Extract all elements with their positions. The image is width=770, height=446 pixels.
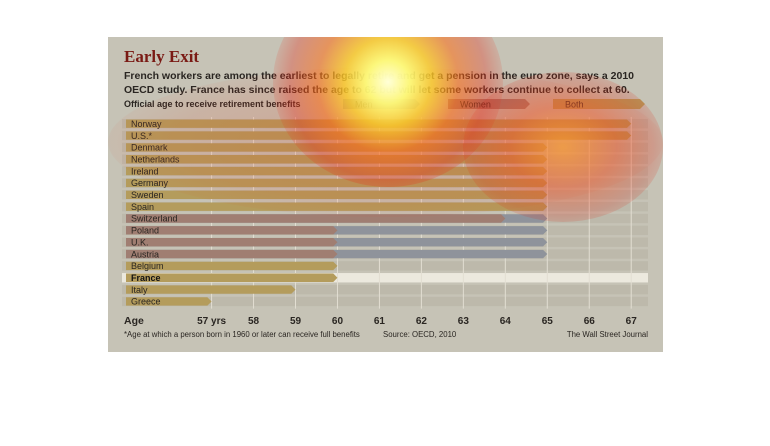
- category-label-germany: Germany: [131, 178, 169, 188]
- row-band-france: [122, 273, 648, 283]
- x-tick-label-57: 57 yrs: [197, 316, 226, 327]
- x-tick-label-64: 64: [500, 316, 512, 327]
- legend-label-both: Both: [565, 100, 584, 110]
- category-label-ireland: Ireland: [131, 166, 159, 176]
- category-label-italy: Italy: [131, 285, 148, 295]
- footnote: *Age at which a person born in 1960 or l…: [124, 330, 360, 339]
- bar-both-italy: [126, 285, 296, 294]
- bar-women-austria: [126, 249, 338, 259]
- category-label-denmark: Denmark: [131, 143, 168, 153]
- chart-title: Early Exit: [124, 47, 199, 66]
- category-label-netherlands: Netherlands: [131, 154, 180, 164]
- chart-subtitle-line-2: OECD study. France has since raised the …: [124, 84, 630, 96]
- category-label-france: France: [131, 273, 161, 283]
- chart-svg: Early Exit French workers are among the …: [122, 47, 648, 339]
- credit-note: The Wall Street Journal: [567, 330, 648, 339]
- category-label-greece: Greece: [131, 297, 161, 307]
- row-band-belgium: [122, 261, 648, 271]
- bar-both-greece: [126, 297, 212, 306]
- x-tick-labels: 57 yrs 58 59 60 61 62 63 64 65 66 67: [197, 316, 637, 327]
- category-label-u-s: U.S.*: [131, 131, 153, 141]
- bar-both-denmark: [126, 143, 548, 152]
- bar-both-germany: [126, 178, 548, 188]
- bar-both-france: [126, 273, 338, 282]
- x-tick-label-58: 58: [248, 316, 260, 327]
- x-tick-label-59: 59: [290, 316, 302, 327]
- legend: Men Women Both: [343, 99, 645, 110]
- legend-label-men: Men: [355, 100, 373, 110]
- x-tick-label-63: 63: [458, 316, 470, 327]
- category-label-sweden: Sweden: [131, 190, 164, 200]
- chart-card: Early Exit French workers are among the …: [108, 37, 663, 352]
- x-tick-label-62: 62: [416, 316, 428, 327]
- x-tick-label-67: 67: [626, 316, 638, 327]
- x-tick-label-61: 61: [374, 316, 386, 327]
- bar-both-u-s: [126, 131, 632, 140]
- source-note: Source: OECD, 2010: [383, 330, 457, 339]
- x-axis-label: Age: [124, 315, 144, 327]
- category-label-poland: Poland: [131, 226, 159, 236]
- category-label-belgium: Belgium: [131, 261, 164, 271]
- legend-caption: Official age to receive retirement benef…: [124, 99, 301, 109]
- bar-both-netherlands: [126, 155, 548, 164]
- bar-women-switzerland: [126, 214, 506, 223]
- category-label-u-k: U.K.: [131, 237, 149, 247]
- row-band-italy: [122, 284, 648, 295]
- x-tick-label-65: 65: [542, 316, 554, 327]
- x-tick-label-60: 60: [332, 316, 344, 327]
- bar-both-norway: [126, 119, 632, 128]
- bar-both-belgium: [126, 261, 338, 271]
- bar-both-ireland: [126, 166, 548, 176]
- x-tick-label-66: 66: [584, 316, 596, 327]
- category-label-austria: Austria: [131, 249, 159, 259]
- category-label-norway: Norway: [131, 119, 162, 129]
- row-band-greece: [122, 296, 648, 307]
- bar-women-u-k: [126, 238, 338, 247]
- category-label-switzerland: Switzerland: [131, 214, 178, 224]
- category-label-spain: Spain: [131, 202, 154, 212]
- bar-both-spain: [126, 202, 548, 211]
- legend-label-women: Women: [460, 100, 491, 110]
- bar-women-poland: [126, 226, 338, 235]
- bar-both-sweden: [126, 190, 548, 199]
- chart-subtitle-line-1: French workers are among the earliest to…: [124, 70, 634, 82]
